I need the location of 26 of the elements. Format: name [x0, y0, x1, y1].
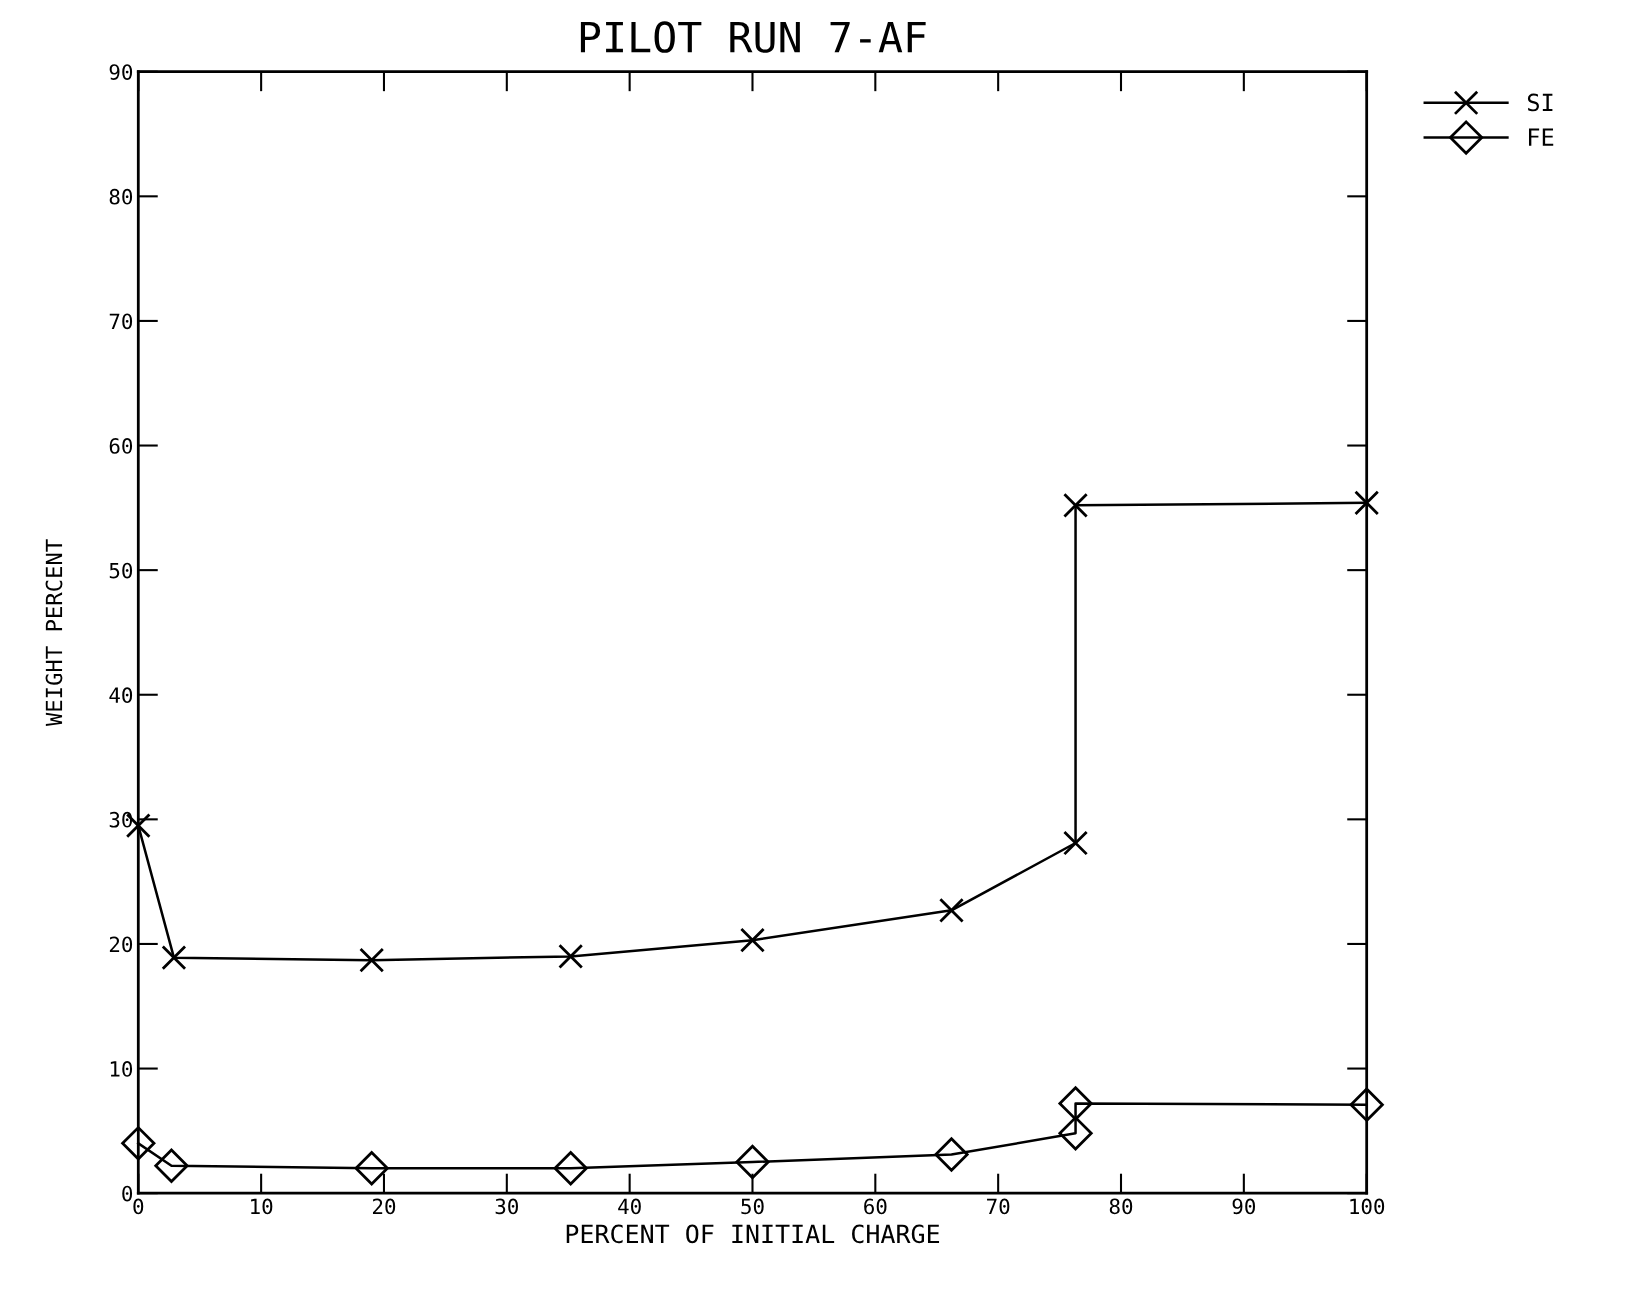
x-tick-label: 100 — [1350, 1198, 1385, 1215]
x-tick-label: 60 — [864, 1198, 887, 1215]
x-tick-label: 0 — [133, 1198, 144, 1215]
chart-title: PILOT RUN 7-AF — [580, 21, 926, 53]
x-tick-label: 70 — [987, 1198, 1010, 1215]
x-tick-label: 90 — [1232, 1198, 1256, 1215]
y-axis-title: WEIGHT PERCENT — [45, 539, 63, 727]
x-tick-label: 80 — [1109, 1198, 1133, 1215]
x-tick-label: 40 — [618, 1198, 641, 1215]
y-tick-label: 30 — [109, 811, 133, 828]
y-tick-label: 0 — [122, 1185, 133, 1202]
legend-label: FE — [1529, 128, 1554, 146]
x-axis-title: PERCENT OF INITIAL CHARGE — [566, 1224, 940, 1244]
y-tick-label: 70 — [109, 313, 133, 330]
y-tick-label: 60 — [109, 438, 133, 454]
y-tick-label: 20 — [109, 936, 133, 953]
legend-label: SI — [1527, 93, 1553, 112]
y-tick-label: 50 — [109, 562, 133, 579]
y-tick-label: 80 — [109, 188, 133, 205]
y-tick-label: 10 — [110, 1061, 133, 1077]
y-tick-label: 40 — [109, 687, 133, 704]
y-tick-label: 90 — [109, 64, 133, 80]
x-tick-label: 50 — [741, 1198, 764, 1215]
x-tick-label: 30 — [495, 1198, 518, 1215]
x-tick-label: 10 — [251, 1198, 273, 1215]
x-tick-label: 20 — [372, 1198, 396, 1215]
